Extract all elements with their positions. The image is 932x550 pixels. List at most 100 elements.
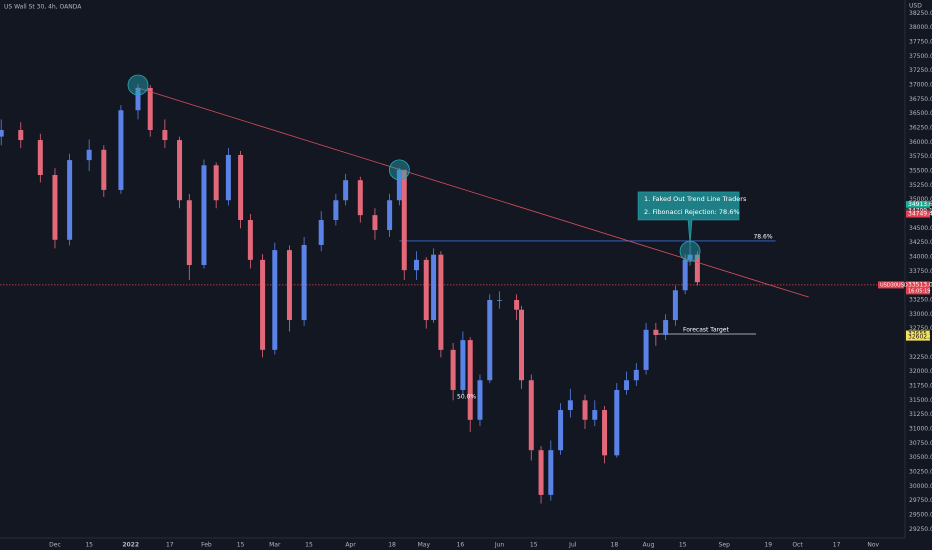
candle-body xyxy=(147,87,153,131)
candle-body xyxy=(602,410,608,456)
candle-body xyxy=(653,329,659,335)
x-tick-label: 15 xyxy=(237,542,245,549)
candle-body xyxy=(567,400,573,411)
candle-body xyxy=(213,165,219,201)
price-label: 34749.4 xyxy=(908,211,932,218)
x-tick-label: 15 xyxy=(530,542,538,549)
candle-body xyxy=(333,200,339,221)
price-label-box xyxy=(906,201,930,209)
candle-body xyxy=(247,220,253,260)
x-tick-label: Sep xyxy=(719,542,731,549)
y-tick-label: 38250.0 xyxy=(909,10,932,17)
callout-text: 1. Faked Out Trend Line Traders xyxy=(644,195,747,203)
candle-body xyxy=(318,220,324,245)
candle-body xyxy=(592,410,598,420)
callout-text: 2. Fibonacci Rejection: 78.6% xyxy=(644,208,740,216)
candle-body xyxy=(643,329,649,370)
y-tick-label: 32000.0 xyxy=(909,368,932,375)
y-tick-label: 29750.0 xyxy=(909,497,932,504)
y-tick-label: 37250.0 xyxy=(909,67,932,74)
x-tick-label: Aug xyxy=(643,542,655,549)
candle-body xyxy=(497,299,503,301)
candle-body xyxy=(528,380,534,451)
candle-body xyxy=(687,254,693,260)
y-tick-label: 33000.0 xyxy=(909,311,932,318)
fib-half-label: 50.0% xyxy=(457,393,476,400)
candle-body xyxy=(401,169,407,271)
x-tick-label: Apr xyxy=(345,542,356,549)
candle-body xyxy=(372,215,378,231)
x-tick-label: 17 xyxy=(833,542,841,549)
candle-body xyxy=(548,450,554,495)
callout-box xyxy=(637,191,740,245)
y-tick-label: 38000.0 xyxy=(909,24,932,31)
y-tick-label: 35250.0 xyxy=(909,182,932,189)
x-tick-label: Mar xyxy=(269,542,281,549)
candle-body xyxy=(201,165,207,266)
candle-body xyxy=(538,450,544,495)
y-tick-label: 30250.0 xyxy=(909,468,932,475)
candle-body xyxy=(672,290,678,321)
y-tick-label: 34250.0 xyxy=(909,239,932,246)
candle-body xyxy=(86,149,92,161)
touch-circle xyxy=(388,159,410,181)
price-label: 34913.6 xyxy=(908,201,932,208)
current-price-box xyxy=(906,281,930,295)
y-tick-label: 37750.0 xyxy=(909,39,932,46)
price-label-box xyxy=(906,333,930,341)
candle-body xyxy=(396,169,402,201)
candle-body xyxy=(177,140,183,201)
candle-body xyxy=(467,340,473,420)
candle-body xyxy=(582,400,588,420)
candle-body xyxy=(186,200,192,266)
y-tick-label: 30750.0 xyxy=(909,440,932,447)
symbol-box xyxy=(878,281,904,289)
candle-body xyxy=(37,140,43,176)
candle-body xyxy=(238,154,244,221)
y-tick-label: 34000.0 xyxy=(909,253,932,260)
x-tick-label: 15 xyxy=(85,542,93,549)
y-tick-label: 30000.0 xyxy=(909,483,932,490)
x-tick-label: May xyxy=(418,542,431,549)
candle-body xyxy=(260,259,266,350)
candle-body xyxy=(0,130,4,137)
x-tick-label: Nov xyxy=(867,542,879,549)
x-tick-label: 19 xyxy=(764,542,772,549)
candle-body xyxy=(18,130,24,141)
y-tick-label: 36000.0 xyxy=(909,139,932,146)
y-tick-label: 36750.0 xyxy=(909,96,932,103)
candle-body xyxy=(460,340,466,390)
price-label: 32602.2 xyxy=(908,334,932,341)
y-tick-label: 31250.0 xyxy=(909,411,932,418)
candle-body xyxy=(614,389,620,456)
x-tick-label: 16 xyxy=(457,542,465,549)
trend-line xyxy=(137,87,809,298)
candle-body xyxy=(487,299,493,381)
candle-body xyxy=(301,244,307,321)
candle-body xyxy=(514,299,520,310)
candle-body xyxy=(135,87,141,111)
candle-body xyxy=(423,259,429,321)
y-tick-label: 36250.0 xyxy=(909,125,932,132)
candle-body xyxy=(624,380,630,390)
candle-body xyxy=(101,149,107,190)
x-tick-label: 15 xyxy=(679,542,687,549)
candle-body xyxy=(477,380,483,420)
symbol-label: USD30USD xyxy=(880,282,908,288)
x-tick-label: Jul xyxy=(568,542,577,549)
forecast-label: Forecast Target xyxy=(683,326,730,333)
candle-body xyxy=(431,254,437,321)
y-tick-label: 35000.0 xyxy=(909,196,932,203)
x-tick-label: 18 xyxy=(611,542,619,549)
candle-body xyxy=(67,160,73,240)
candle-body xyxy=(286,250,292,321)
candle-body xyxy=(558,410,564,451)
candle-body xyxy=(162,130,168,141)
candle-body xyxy=(387,200,393,231)
candle-body xyxy=(357,180,363,216)
candle-body xyxy=(52,175,58,240)
y-tick-label: 29250.0 xyxy=(909,526,932,533)
y-tick-label: 30500.0 xyxy=(909,454,932,461)
candle-body xyxy=(413,259,419,271)
y-tick-label: 36500.0 xyxy=(909,110,932,117)
